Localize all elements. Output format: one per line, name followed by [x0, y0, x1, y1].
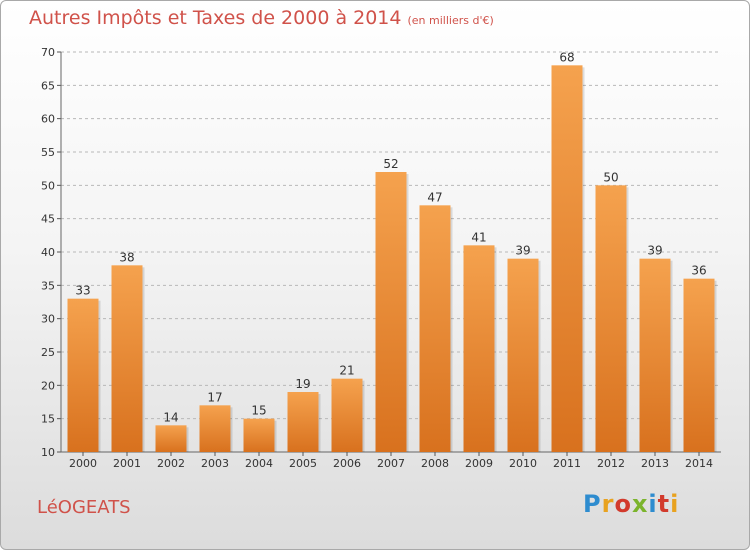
y-tick-label: 25 — [41, 346, 55, 359]
y-tick-label: 30 — [41, 313, 55, 326]
bar — [331, 378, 363, 452]
chart-title-text: Autres Impôts et Taxes de 2000 à 2014 — [29, 7, 402, 29]
data-label: 52 — [383, 157, 398, 171]
x-tick-label: 2006 — [333, 457, 361, 470]
y-tick-label: 45 — [41, 213, 55, 226]
y-tick-label: 60 — [41, 113, 55, 126]
data-label: 14 — [163, 410, 178, 424]
proxiti-logo[interactable]: Proxiti — [583, 490, 679, 518]
y-tick-label: 20 — [41, 379, 55, 392]
chart-title-unit: (en milliers d'€) — [407, 14, 494, 27]
data-label: 47 — [427, 190, 442, 204]
y-tick-label: 65 — [41, 79, 55, 92]
bar — [419, 205, 451, 452]
y-tick-label: 35 — [41, 279, 55, 292]
x-tick-label: 2012 — [597, 457, 625, 470]
bar — [155, 425, 187, 452]
x-tick-label: 2004 — [245, 457, 273, 470]
data-label: 15 — [251, 404, 266, 418]
chart-title: Autres Impôts et Taxes de 2000 à 2014 (en… — [29, 7, 494, 29]
data-label: 50 — [603, 170, 618, 184]
y-tick-label: 10 — [41, 446, 55, 459]
y-tick-label: 40 — [41, 246, 55, 259]
logo-letter: o — [614, 490, 632, 518]
x-tick-label: 2001 — [113, 457, 141, 470]
logo-letter: i — [670, 490, 680, 518]
data-label: 36 — [691, 264, 706, 278]
data-label: 19 — [295, 377, 310, 391]
x-tick-label: 2011 — [553, 457, 581, 470]
x-tick-label: 2003 — [201, 457, 229, 470]
x-tick-label: 2005 — [289, 457, 317, 470]
x-tick-label: 2010 — [509, 457, 537, 470]
y-tick-label: 55 — [41, 146, 55, 159]
data-label: 17 — [207, 390, 222, 404]
bar — [683, 278, 715, 452]
logo-letter: i — [648, 490, 658, 518]
bar — [111, 265, 143, 452]
data-label: 68 — [559, 50, 574, 64]
bar — [507, 258, 539, 452]
bar — [639, 258, 671, 452]
x-tick-label: 2014 — [685, 457, 713, 470]
x-tick-label: 2008 — [421, 457, 449, 470]
data-label: 33 — [75, 284, 90, 298]
logo-letter: r — [601, 490, 615, 518]
bar — [287, 392, 319, 452]
logo-letter: P — [583, 490, 602, 518]
bar — [551, 65, 583, 452]
logo-letter: t — [657, 490, 671, 518]
x-tick-label: 2013 — [641, 457, 669, 470]
bar — [243, 418, 275, 452]
bar — [463, 245, 495, 452]
x-tick-label: 2002 — [157, 457, 185, 470]
bar — [375, 172, 407, 452]
logo-letter: x — [631, 490, 649, 518]
bar — [67, 298, 99, 452]
data-label: 39 — [515, 244, 530, 258]
y-tick-label: 70 — [41, 46, 55, 59]
x-tick-label: 2009 — [465, 457, 493, 470]
x-tick-label: 2007 — [377, 457, 405, 470]
data-label: 21 — [339, 364, 354, 378]
y-tick-label: 15 — [41, 413, 55, 426]
bar — [199, 405, 231, 452]
data-label: 39 — [647, 244, 662, 258]
y-tick-label: 50 — [41, 179, 55, 192]
data-label: 41 — [471, 230, 486, 244]
bar — [595, 185, 627, 453]
x-tick-label: 2000 — [69, 457, 97, 470]
commune-name: LéOGEATS — [37, 497, 131, 518]
data-label: 38 — [119, 250, 134, 264]
